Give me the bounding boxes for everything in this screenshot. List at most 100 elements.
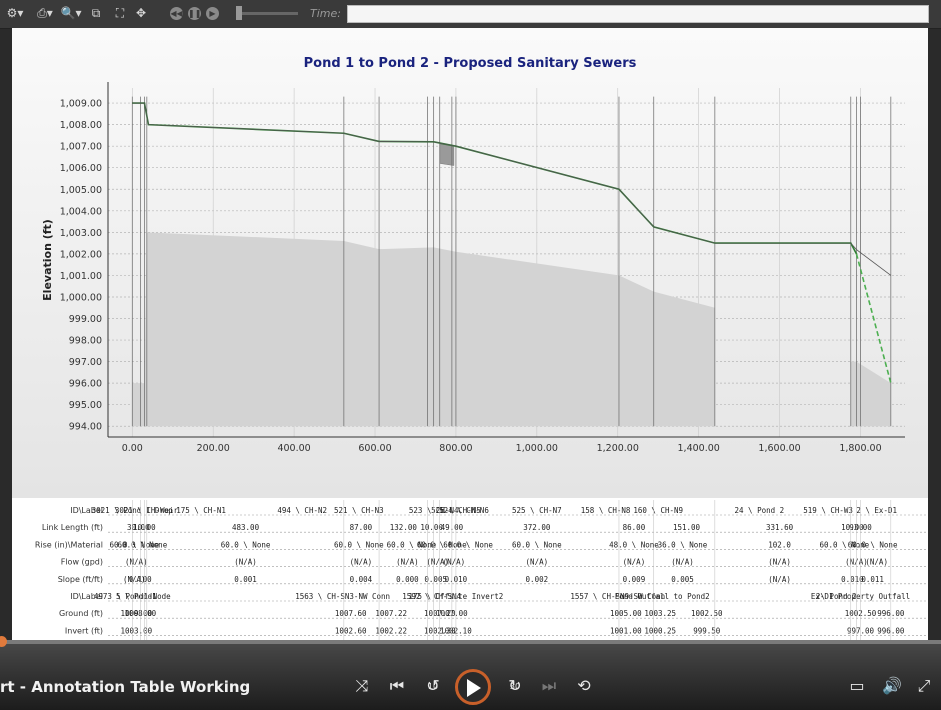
table-row-label: Ground (ft) xyxy=(59,609,103,618)
table-cell: 60.0 \ None xyxy=(334,540,384,549)
table-cell: (N/A) xyxy=(123,575,146,584)
y-tick-label: 994.00 xyxy=(69,422,102,433)
skip-forward-seconds: 30 xyxy=(509,682,521,691)
table-cell: 10.00 xyxy=(420,523,443,532)
progress-bar[interactable] xyxy=(0,640,941,644)
table-cell: 10.00 xyxy=(841,523,864,532)
table-cell: 0.005 xyxy=(671,575,694,584)
shuffle-icon[interactable]: ⤨ xyxy=(355,676,369,695)
table-cell: 0.005 xyxy=(424,575,447,584)
previous-icon[interactable]: ⏮ xyxy=(389,676,405,695)
series-ground xyxy=(132,102,892,276)
table-cell: 1002.22 xyxy=(375,626,407,635)
table-cell: 102.0 xyxy=(768,540,791,549)
y-tick-label: 1,009.00 xyxy=(60,99,102,110)
rewind-icon[interactable]: ◀◀ xyxy=(170,7,183,20)
y-tick-label: 1,008.00 xyxy=(60,120,102,131)
settings-icon[interactable]: ⚙▾ xyxy=(6,6,24,20)
print-preview-icon[interactable]: 🔍▾ xyxy=(60,6,82,20)
skip-forward-icon[interactable]: ↻ xyxy=(508,676,522,695)
table-cell: 5 \ Pond1 xyxy=(116,592,157,601)
y-tick-label: 998.00 xyxy=(69,336,102,347)
table-cell: 60.0 \ None xyxy=(819,540,869,549)
table-cell: 0.000 xyxy=(396,575,419,584)
fullscreen-icon[interactable]: ⤢ xyxy=(917,676,931,695)
y-ticks: 994.00 995.00 996.00 997.00 998.00 999.00 1,00… xyxy=(60,99,102,433)
profile-chart: Pond 1 to Pond 2 - Proposed Sanitary Sew… xyxy=(35,56,928,640)
table-cell: (N/A) xyxy=(350,558,373,567)
structures xyxy=(131,96,892,427)
y-tick-label: 1,005.00 xyxy=(60,185,102,196)
x-ticks: 0.00 200.00 400.00 600.00 800.00 1,000.00 1,20… xyxy=(122,443,882,454)
table-cell: 1002.60 xyxy=(335,626,367,635)
table-cell: 0.011 xyxy=(861,575,884,584)
time-slider-track[interactable] xyxy=(236,12,298,15)
play-icon[interactable]: ▶ xyxy=(206,7,219,20)
x-tick-label: 1,400.00 xyxy=(678,443,720,454)
table-cell: (N/A) xyxy=(426,558,449,567)
table-cell: 60.0 \ None xyxy=(512,540,562,549)
repeat-off-icon[interactable]: ⟲ xyxy=(577,676,591,695)
table-cell: (N/A) xyxy=(125,558,148,567)
table-cell: 30.00 xyxy=(127,523,150,532)
table-cell: 60.0 \ None xyxy=(443,540,493,549)
skip-back-icon[interactable]: ↺ xyxy=(426,676,440,695)
x-tick-label: 1,800.00 xyxy=(839,443,881,454)
table-cell: 0.004 xyxy=(350,575,373,584)
play-icon xyxy=(467,679,481,697)
progress-handle[interactable] xyxy=(0,636,7,647)
zoom-extents-icon[interactable]: ⛶ xyxy=(115,6,125,20)
axes xyxy=(107,82,905,438)
x-tick-label: 1,000.00 xyxy=(516,443,558,454)
table-cell: 1563 \ CH-SN3-NW Conn xyxy=(295,592,390,601)
table-cell: 36.0 \ None xyxy=(658,540,708,549)
y-tick-label: 999.00 xyxy=(69,314,102,325)
x-tick-label: 1,600.00 xyxy=(758,443,800,454)
y-tick-label: 997.00 xyxy=(69,357,102,368)
table-cell: (N/A) xyxy=(234,558,257,567)
volume-icon[interactable]: 🔊 xyxy=(882,676,902,695)
table-cell: (N/A) xyxy=(396,558,419,567)
y-axis-label: Elevation (ft) xyxy=(41,219,54,301)
table-cell: Pond Outfall to Pond2 xyxy=(615,592,710,601)
x-tick-label: 1,200.00 xyxy=(597,443,639,454)
table-cell: 0.010 xyxy=(841,575,864,584)
print-icon[interactable]: ⎙▾ xyxy=(37,6,53,20)
time-slider-handle[interactable] xyxy=(236,6,242,20)
table-row-label: Flow (gpd) xyxy=(61,558,103,567)
pause-icon[interactable]: ❚❚ xyxy=(188,7,202,20)
table-cell: 24 \ Pond 2 xyxy=(735,506,785,515)
table-cell: 999.50 xyxy=(693,626,721,635)
video-title: rt - Annotation Table Working xyxy=(0,678,251,696)
y-tick-label: 996.00 xyxy=(69,379,102,390)
table-cell: 86.00 xyxy=(623,523,646,532)
table-cell: 60.0 \ None xyxy=(848,540,898,549)
table-cell: 60.0 \ None xyxy=(387,540,437,549)
time-input[interactable] xyxy=(347,5,929,23)
y-tick-label: 1,006.00 xyxy=(60,163,102,174)
table-cell: 1009.00 xyxy=(121,609,153,618)
table-cell: 1003.25 xyxy=(644,609,676,618)
next-icon[interactable]: ⏭ xyxy=(541,676,557,695)
y-tick-label: 995.00 xyxy=(69,400,102,411)
table-cell: 1003.00 xyxy=(121,626,153,635)
captions-icon[interactable]: ▭ xyxy=(849,676,865,695)
table-cell: (N/A) xyxy=(865,558,888,567)
table-cell: 1007.22 xyxy=(375,609,407,618)
table-cell: (N/A) xyxy=(443,558,466,567)
table-row-label: ID\Label xyxy=(70,506,103,515)
pan-icon[interactable]: ✥ xyxy=(135,6,147,20)
table-row-label: Link Length (ft) xyxy=(42,523,103,532)
table-cell: (N/A) xyxy=(623,558,646,567)
table-cell: 1007.60 xyxy=(335,609,367,618)
copy-icon[interactable]: ⧉ xyxy=(91,6,101,20)
table-cell: 1000.25 xyxy=(644,626,676,635)
table-cell: 60.0 \ None xyxy=(109,540,159,549)
table-cell: 331.60 xyxy=(766,523,794,532)
table-cell: 48.0 \ None xyxy=(609,540,659,549)
skip-back-seconds: 10 xyxy=(427,682,439,691)
table-cell: 1001.00 xyxy=(610,626,642,635)
table-cell: (N/A) xyxy=(768,575,791,584)
table-row-label: Slope (ft/ft) xyxy=(58,575,103,584)
